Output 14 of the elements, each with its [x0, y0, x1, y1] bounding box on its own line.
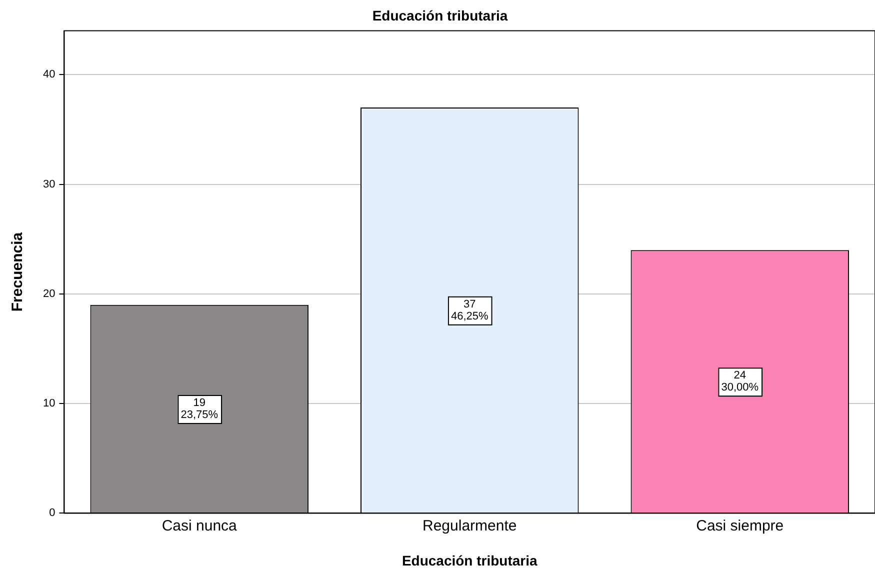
y-tick-label: 40	[42, 68, 56, 81]
x-tick-label: Casi siempre	[696, 517, 784, 534]
x-tick-label: Casi nunca	[162, 517, 238, 534]
data-label: 37 46,25%	[450, 298, 488, 322]
data-label: 24 30,00%	[721, 370, 759, 394]
y-tick-label: 10	[42, 398, 56, 410]
chart-title: Educación tributaria	[372, 7, 508, 24]
x-tick-label: Regularmente	[422, 517, 517, 534]
y-axis-title: Frecuencia	[9, 232, 26, 312]
y-tick-label: 0	[49, 507, 56, 520]
data-label: 19 23,75%	[180, 397, 218, 422]
y-tick-label: 30	[42, 178, 56, 190]
y-tick-label: 20	[42, 288, 56, 300]
x-axis-title: Educación tributaria	[402, 552, 538, 568]
